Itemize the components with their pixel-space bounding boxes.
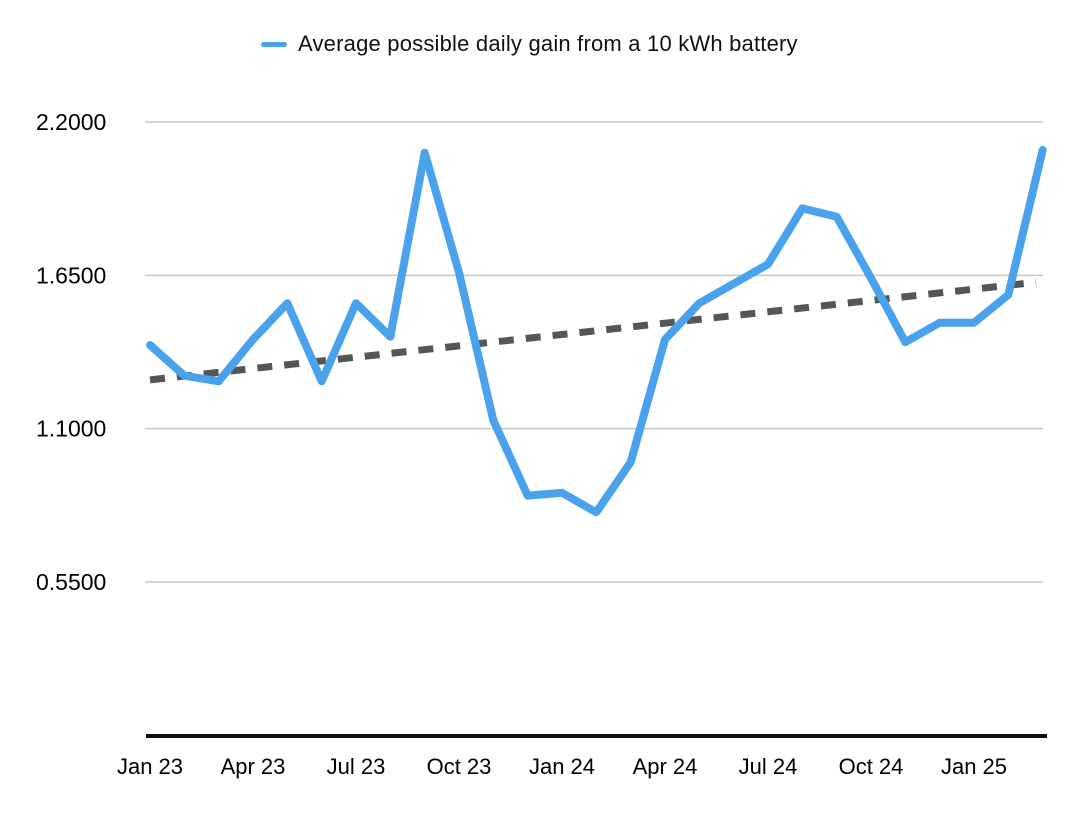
x-tick-label: Jul 23 [327,754,386,779]
x-tick-label: Apr 23 [221,754,286,779]
x-tick-label: Jan 24 [529,754,595,779]
y-tick-label: 1.1000 [36,416,106,442]
x-tick-label: Jan 23 [117,754,183,779]
y-tick-label: 2.2000 [36,109,106,135]
x-tick-label: Oct 23 [427,754,492,779]
legend-line-marker-icon [261,41,287,47]
x-tick-label: Jul 24 [739,754,798,779]
x-tick-label: Apr 24 [633,754,698,779]
x-tick-label: Oct 24 [839,754,904,779]
series-line [146,145,1047,517]
legend-label: Average possible daily gain from a 10 kW… [298,31,798,56]
trend-line [149,278,1037,384]
legend: Average possible daily gain from a 10 kW… [261,31,798,57]
y-tick-label: 1.6500 [36,262,106,288]
x-tick-label: Jan 25 [941,754,1007,779]
y-tick-label: 0.5500 [36,569,106,595]
